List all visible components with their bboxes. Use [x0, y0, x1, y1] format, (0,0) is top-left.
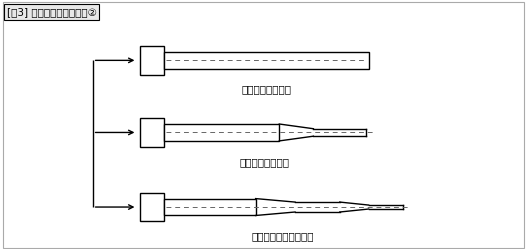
Bar [164, 52, 368, 69]
Text: [図3] 基本形状からの変化②: [図3] 基本形状からの変化② [7, 7, 97, 17]
Bar [164, 198, 256, 216]
Text: ２段ショルダーパンチ: ２段ショルダーパンチ [252, 231, 315, 241]
Bar [140, 118, 164, 147]
Bar [140, 46, 164, 75]
Bar [140, 193, 164, 221]
Text: ストレートパンチ: ストレートパンチ [241, 84, 291, 94]
Text: ショルダーパンチ: ショルダーパンチ [240, 157, 290, 167]
Bar [164, 124, 279, 141]
